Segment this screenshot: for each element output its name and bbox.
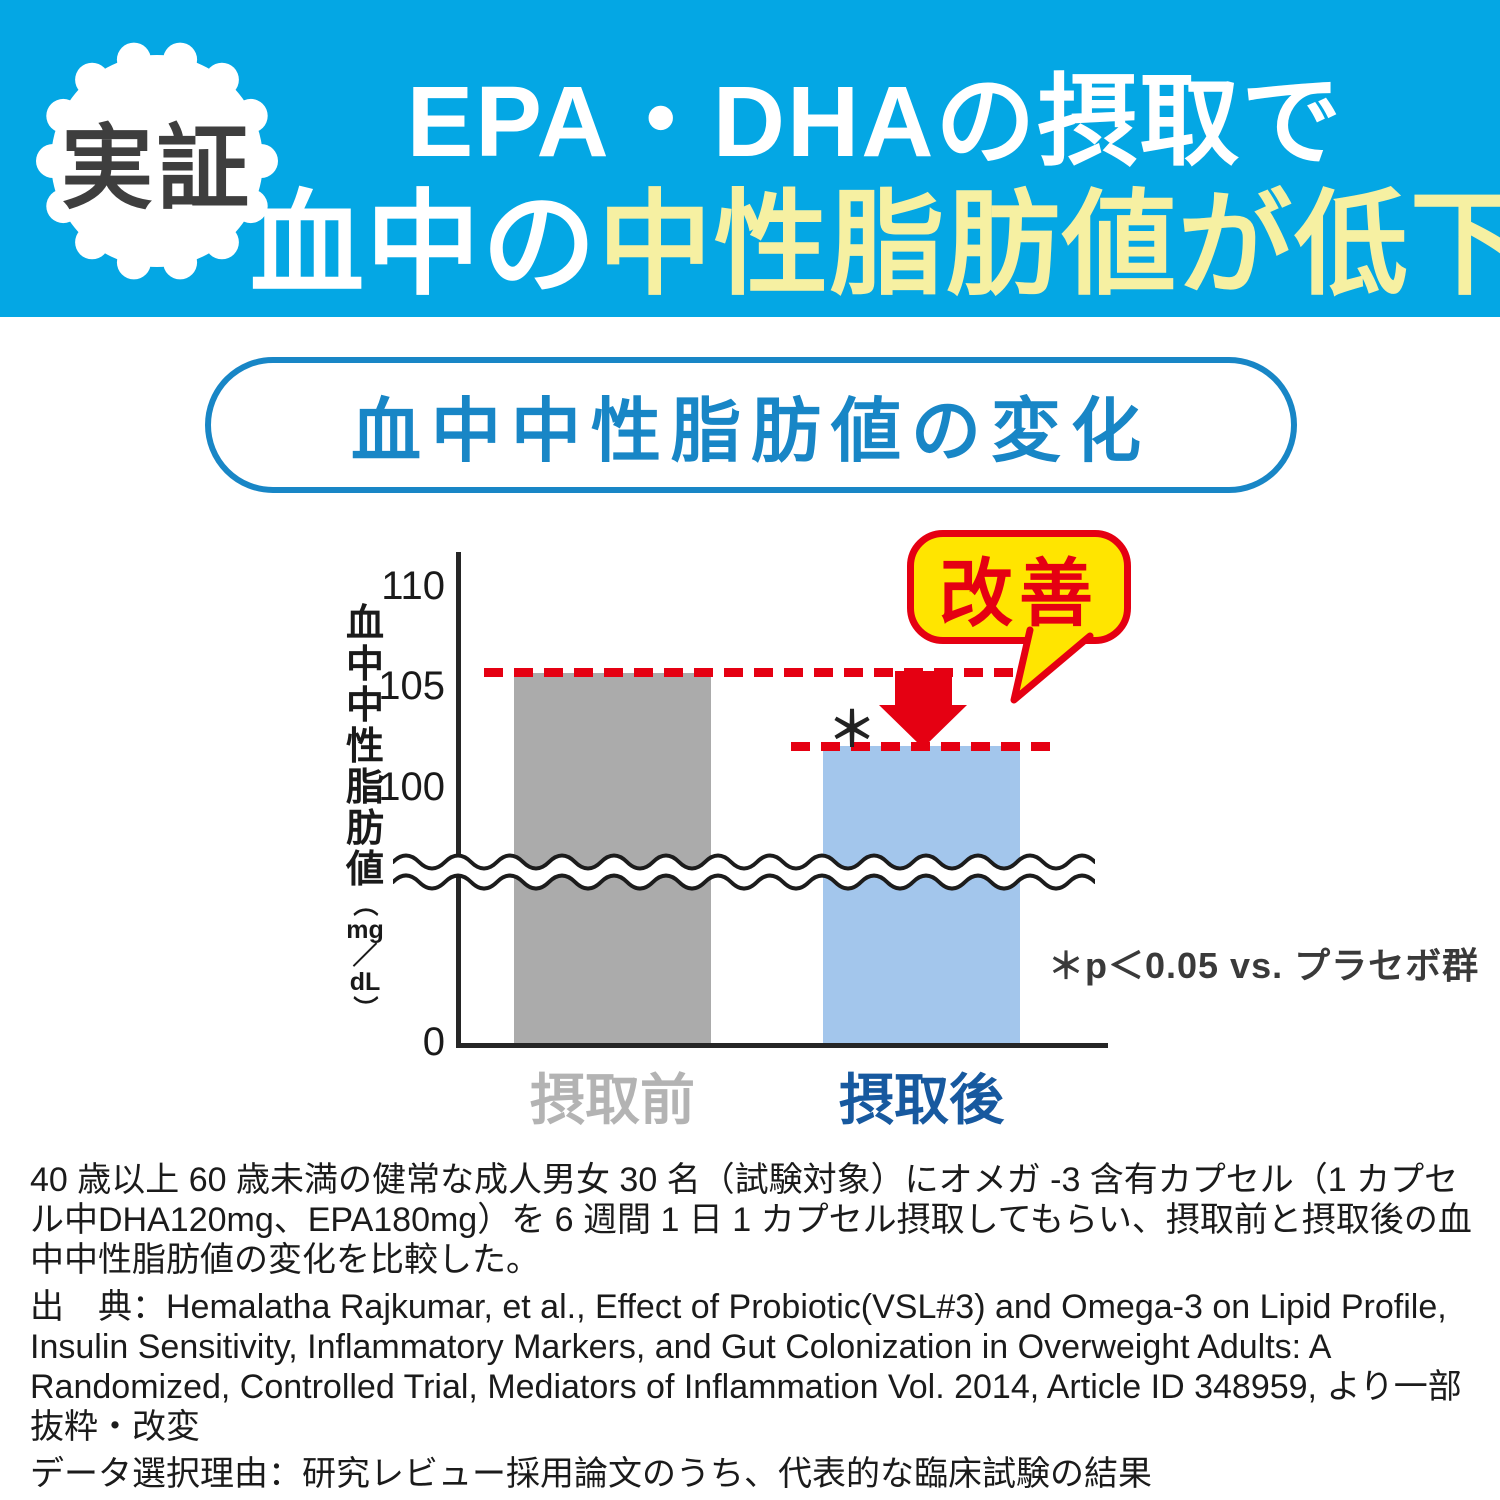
y-axis-title-char: 中	[345, 685, 384, 727]
title-line2-white: 血中の	[250, 182, 599, 309]
proof-badge-label: 実証	[60, 118, 253, 220]
y-axis-unit-close-paren: ）	[350, 995, 379, 1021]
improvement-bubble: 改善	[907, 530, 1131, 644]
significance-note: ＊p＜0.05 vs. プラセボ群	[1048, 945, 1480, 986]
y-axis-unit-mg: mg	[346, 916, 384, 944]
chart-title-pill: 血中中性脂肪値の変化	[205, 357, 1297, 493]
title-line2-highlight: 中性脂肪値が低下	[598, 182, 1500, 309]
x-label-before-intake: 摂取前	[529, 1069, 695, 1131]
y-tick-110: 110	[381, 564, 445, 608]
footnote-study-description: 40 歳以上 60 歳未満の健常な成人男女 30 名（試験対象）にオメガ -3 …	[30, 1161, 1472, 1279]
footnote-citation: 出 典：Hemalatha Rajkumar, et al., Effect o…	[30, 1288, 1462, 1446]
y-axis-unit-open-paren: （	[350, 891, 379, 917]
bubble-tail-icon	[1010, 626, 1094, 704]
x-label-after-intake: 摂取後	[838, 1069, 1004, 1131]
y-axis-title-char: 性	[345, 726, 384, 768]
y-axis-title-char: 血	[345, 603, 384, 645]
y-axis-line	[456, 552, 461, 1048]
footnotes: 40 歳以上 60 歳未満の健常な成人男女 30 名（試験対象）にオメガ -3 …	[30, 1160, 1482, 1494]
y-axis-title-char: 値	[345, 849, 384, 891]
footnote-data-selection: データ選択理由：研究レビュー採用論文のうち、代表的な臨床試験の結果	[30, 1455, 1152, 1493]
y-axis-title: 血 中 中 性 脂 肪 値 （ mg ／ dL ）	[342, 604, 388, 1021]
down-arrow-head-icon	[879, 705, 967, 748]
y-axis-title-char: 肪	[345, 808, 384, 850]
y-axis-title-char: 中	[345, 644, 384, 686]
y-tick-105: 105	[378, 664, 445, 708]
improvement-label: 改善	[939, 551, 1099, 635]
significance-asterisk: ＊	[828, 704, 877, 757]
bar-after-intake	[823, 746, 1020, 1045]
chart-title-label: 血中中性脂肪値の変化	[351, 391, 1151, 470]
y-axis-unit-dl: dL	[349, 968, 381, 996]
y-axis-title-char: 脂	[345, 767, 384, 809]
y-axis-unit-slash: ／	[352, 942, 378, 970]
header-banner: 実証 EPA・DHAの摂取で 血中の中性脂肪値が低下	[0, 0, 1500, 317]
proof-badge-seal-icon	[36, 42, 278, 280]
page-title-line1: EPA・DHAの摂取で	[406, 66, 1344, 178]
page-title-line2: 血中の中性脂肪値が低下	[250, 152, 1500, 317]
y-tick-100: 100	[378, 765, 445, 809]
level-line-before	[484, 668, 1050, 677]
y-tick-0: 0	[422, 1020, 445, 1064]
axis-break-wave-icon	[393, 853, 1095, 891]
x-axis-line	[456, 1043, 1108, 1048]
down-arrow-icon	[895, 671, 952, 707]
